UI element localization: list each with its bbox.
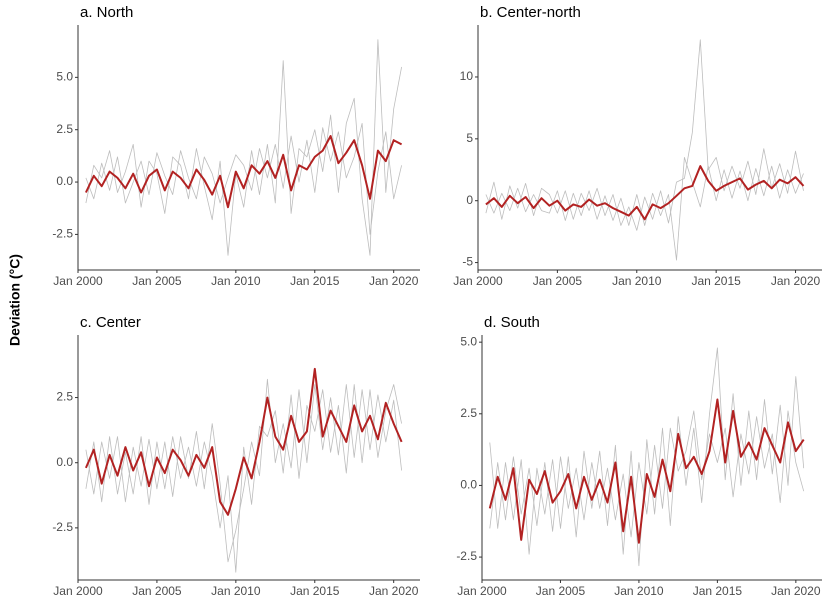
- y-tick-label: 5.0: [460, 334, 477, 348]
- y-tick-label: 0: [466, 193, 473, 207]
- y-tick-label: 0.0: [56, 174, 73, 188]
- series-line: [489, 410, 805, 538]
- panel-title: d. South: [484, 314, 540, 331]
- panel-title: b. Center-north: [480, 4, 581, 21]
- x-tick-label: Jan 2020: [369, 584, 419, 598]
- x-tick-label: Jan 2000: [53, 584, 103, 598]
- series-line: [84, 135, 403, 209]
- x-tick-label: Jan 2015: [691, 274, 741, 288]
- x-tick-label: Jan 2015: [693, 584, 743, 598]
- series-line: [85, 123, 402, 235]
- x-tick-label: Jan 2015: [290, 274, 340, 288]
- y-tick-label: -5: [462, 255, 473, 269]
- panel-title: a. North: [80, 4, 133, 21]
- x-tick-label: Jan 2020: [771, 584, 821, 598]
- y-tick-label: -2.5: [456, 549, 477, 563]
- y-tick-label: -2.5: [52, 520, 73, 534]
- y-tick-label: 0.0: [460, 478, 477, 492]
- series-line: [485, 39, 804, 231]
- series-line: [85, 378, 402, 563]
- x-tick-label: Jan 2000: [457, 584, 507, 598]
- series-line: [489, 347, 805, 567]
- x-tick-label: Jan 2010: [211, 584, 261, 598]
- x-tick-label: Jan 2010: [612, 274, 662, 288]
- y-tick-label: 2.5: [56, 122, 73, 136]
- x-tick-label: Jan 2020: [771, 274, 821, 288]
- series-line: [485, 157, 804, 261]
- y-tick-label: 10: [460, 69, 474, 83]
- x-tick-label: Jan 2005: [536, 584, 586, 598]
- y-tick-label: -2.5: [52, 227, 73, 241]
- series-line: [85, 384, 402, 573]
- x-tick-label: Jan 2015: [290, 584, 340, 598]
- x-tick-label: Jan 2000: [53, 274, 103, 288]
- x-tick-label: Jan 2020: [369, 274, 419, 288]
- x-tick-label: Jan 2010: [211, 274, 261, 288]
- x-tick-label: Jan 2005: [533, 274, 583, 288]
- x-tick-label: Jan 2000: [453, 274, 503, 288]
- x-tick-label: Jan 2010: [614, 584, 664, 598]
- y-tick-label: 2.5: [56, 390, 73, 404]
- y-tick-label: 5.0: [56, 70, 73, 84]
- y-tick-label: 0.0: [56, 455, 73, 469]
- y-tick-label: 2.5: [460, 406, 477, 420]
- panel-title: c. Center: [80, 314, 141, 331]
- y-axis-label: Deviation (°C): [7, 254, 23, 346]
- x-tick-label: Jan 2005: [132, 584, 182, 598]
- series-line: [84, 367, 403, 516]
- series-line: [85, 39, 402, 256]
- y-tick-label: 5: [466, 131, 473, 145]
- x-tick-label: Jan 2005: [132, 274, 182, 288]
- series-line: [485, 165, 805, 221]
- series-line: [488, 398, 805, 544]
